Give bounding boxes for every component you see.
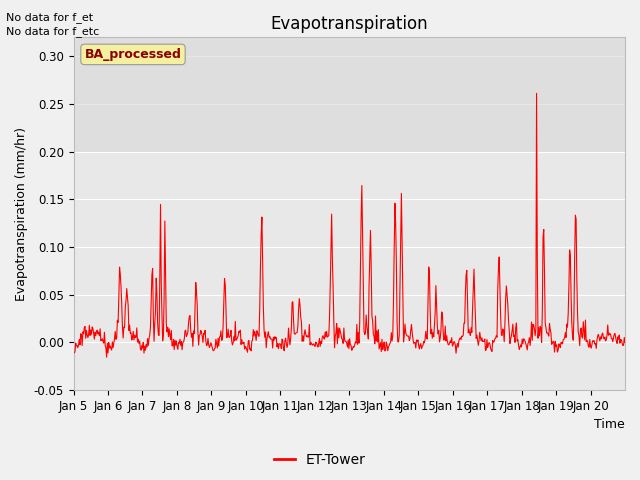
Y-axis label: Evapotranspiration (mm/hr): Evapotranspiration (mm/hr)	[15, 127, 28, 301]
Bar	[74, 37, 625, 152]
Legend: ET-Tower: ET-Tower	[269, 448, 371, 473]
Text: No data for f_et
No data for f_etc: No data for f_et No data for f_etc	[6, 12, 100, 37]
Text: BA_processed: BA_processed	[84, 48, 181, 61]
X-axis label: Time: Time	[595, 419, 625, 432]
Title: Evapotranspiration: Evapotranspiration	[271, 15, 428, 33]
